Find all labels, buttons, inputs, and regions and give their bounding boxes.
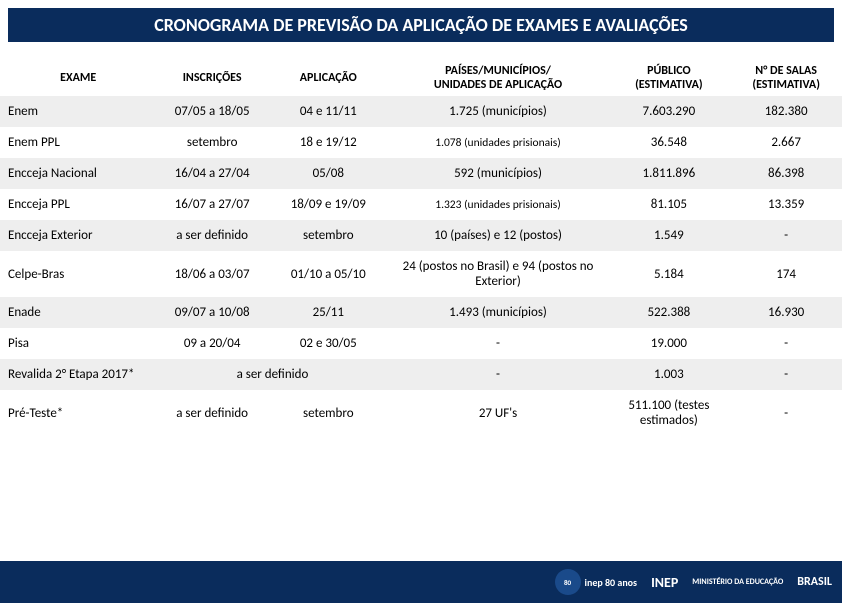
cell-exame: Celpe-Bras [0, 251, 156, 297]
table-row: Encceja Nacional16/04 a 27/0405/08592 (m… [0, 158, 842, 189]
cell-inscricoes: 07/05 a 18/05 [156, 96, 268, 127]
col-header-paises: PAÍSES/MUNICÍPIOS/ UNIDADES DE APLICAÇÃO [389, 60, 608, 96]
cell-paises: 1.725 (municípios) [389, 96, 608, 127]
cell-aplicacao: setembro [268, 220, 389, 251]
table-row: Encceja Exteriora ser definidosetembro10… [0, 220, 842, 251]
logo-brasil: BRASIL [797, 575, 832, 589]
col-header-publico-l2: (ESTIMATIVA) [609, 78, 728, 92]
table-body: Enem07/05 a 18/0504 e 11/111.725 (municí… [0, 96, 842, 436]
footer-bar: 80 inep 80 anos INEP MINISTÉRIO DA EDUCA… [0, 561, 842, 603]
cell-inscricoes: 09/07 a 10/08 [156, 297, 268, 328]
badge-icon: 80 [555, 569, 581, 595]
table-row: Enem07/05 a 18/0504 e 11/111.725 (municí… [0, 96, 842, 127]
cell-salas: 13.359 [730, 189, 842, 220]
table-row: Celpe-Bras18/06 a 03/0701/10 a 05/1024 (… [0, 251, 842, 297]
cell-publico: 1.003 [607, 359, 730, 390]
cell-salas: - [730, 220, 842, 251]
table-row: Revalida 2° Etapa 2017*a ser definido-1.… [0, 359, 842, 390]
cell-exame: Pisa [0, 328, 156, 359]
table-row: Pisa09 a 20/0402 e 30/05-19.000- [0, 328, 842, 359]
cell-publico: 511.100 (testes estimados) [607, 390, 730, 436]
cell-salas: 86.398 [730, 158, 842, 189]
cell-aplicacao: 18 e 19/12 [268, 127, 389, 158]
cell-aplicacao: 18/09 e 19/09 [268, 189, 389, 220]
cell-inscricoes: 16/07 a 27/07 [156, 189, 268, 220]
logo-inep-80: 80 inep 80 anos [555, 569, 638, 595]
cell-salas: 182.380 [730, 96, 842, 127]
table-row: Pré-Teste*a ser definidosetembro27 UF's5… [0, 390, 842, 436]
cell-salas: 16.930 [730, 297, 842, 328]
cell-salas: 2.667 [730, 127, 842, 158]
cell-aplicacao: 01/10 a 05/10 [268, 251, 389, 297]
cell-publico: 19.000 [607, 328, 730, 359]
col-header-salas-l2: (ESTIMATIVA) [732, 78, 840, 92]
cell-aplicacao: 04 e 11/11 [268, 96, 389, 127]
cell-paises: 1.078 (unidades prisionais) [389, 127, 608, 158]
cell-salas: 174 [730, 251, 842, 297]
cell-paises: 10 (países) e 12 (postos) [389, 220, 608, 251]
cell-exame: Encceja Exterior [0, 220, 156, 251]
cell-aplicacao: 02 e 30/05 [268, 328, 389, 359]
cell-salas: - [730, 359, 842, 390]
table-row: Enade09/07 a 10/0825/111.493 (municípios… [0, 297, 842, 328]
col-header-publico: PÚBLICO (ESTIMATIVA) [607, 60, 730, 96]
cell-publico: 7.603.290 [607, 96, 730, 127]
logo-mec: MINISTÉRIO DA EDUCAÇÃO [692, 577, 783, 587]
cell-inscricoes: a ser definido [156, 220, 268, 251]
cell-exame: Encceja Nacional [0, 158, 156, 189]
cell-inscricoes: 18/06 a 03/07 [156, 251, 268, 297]
col-header-salas: N° DE SALAS (ESTIMATIVA) [730, 60, 842, 96]
cell-paises: 1.493 (municípios) [389, 297, 608, 328]
page-title: CRONOGRAMA DE PREVISÃO DA APLICAÇÃO DE E… [8, 8, 834, 42]
cell-paises: 592 (municípios) [389, 158, 608, 189]
logo-inep: INEP [651, 574, 678, 591]
cell-exame: Enem PPL [0, 127, 156, 158]
cell-exame: Enade [0, 297, 156, 328]
cell-publico: 81.105 [607, 189, 730, 220]
col-header-inscricoes: INSCRIÇÕES [156, 60, 268, 96]
cell-aplicacao: 05/08 [268, 158, 389, 189]
col-header-salas-l1: N° DE SALAS [732, 64, 840, 78]
cell-publico: 1.811.896 [607, 158, 730, 189]
cell-aplicacao: setembro [268, 390, 389, 436]
logo-inep-80-text: inep 80 anos [585, 576, 638, 589]
cell-inscricoes: 09 a 20/04 [156, 328, 268, 359]
cell-exame: Revalida 2° Etapa 2017* [0, 359, 156, 390]
cell-salas: - [730, 328, 842, 359]
cell-inscricoes: a ser definido [156, 390, 268, 436]
cell-publico: 36.548 [607, 127, 730, 158]
table-row: Enem PPLsetembro18 e 19/121.078 (unidade… [0, 127, 842, 158]
cell-publico: 1.549 [607, 220, 730, 251]
schedule-table-container: EXAME INSCRIÇÕES APLICAÇÃO PAÍSES/MUNICÍ… [0, 42, 842, 436]
cell-exame: Encceja PPL [0, 189, 156, 220]
col-header-exame: EXAME [0, 60, 156, 96]
table-header-row: EXAME INSCRIÇÕES APLICAÇÃO PAÍSES/MUNICÍ… [0, 60, 842, 96]
col-header-aplicacao: APLICAÇÃO [268, 60, 389, 96]
col-header-publico-l1: PÚBLICO [609, 64, 728, 78]
schedule-table: EXAME INSCRIÇÕES APLICAÇÃO PAÍSES/MUNICÍ… [0, 60, 842, 436]
cell-paises: 27 UF's [389, 390, 608, 436]
cell-publico: 522.388 [607, 297, 730, 328]
cell-paises: 24 (postos no Brasil) e 94 (postos no Ex… [389, 251, 608, 297]
col-header-paises-l2: UNIDADES DE APLICAÇÃO [391, 78, 606, 92]
cell-publico: 5.184 [607, 251, 730, 297]
cell-exame: Enem [0, 96, 156, 127]
cell-inscricoes: 16/04 a 27/04 [156, 158, 268, 189]
cell-paises: - [389, 359, 608, 390]
cell-inscricoes: setembro [156, 127, 268, 158]
cell-insc-aplic-merged: a ser definido [156, 359, 388, 390]
cell-salas: - [730, 390, 842, 436]
col-header-paises-l1: PAÍSES/MUNICÍPIOS/ [391, 64, 606, 78]
cell-paises: 1.323 (unidades prisionais) [389, 189, 608, 220]
cell-aplicacao: 25/11 [268, 297, 389, 328]
cell-exame: Pré-Teste* [0, 390, 156, 436]
cell-paises: - [389, 328, 608, 359]
table-row: Encceja PPL16/07 a 27/0718/09 e 19/091.3… [0, 189, 842, 220]
